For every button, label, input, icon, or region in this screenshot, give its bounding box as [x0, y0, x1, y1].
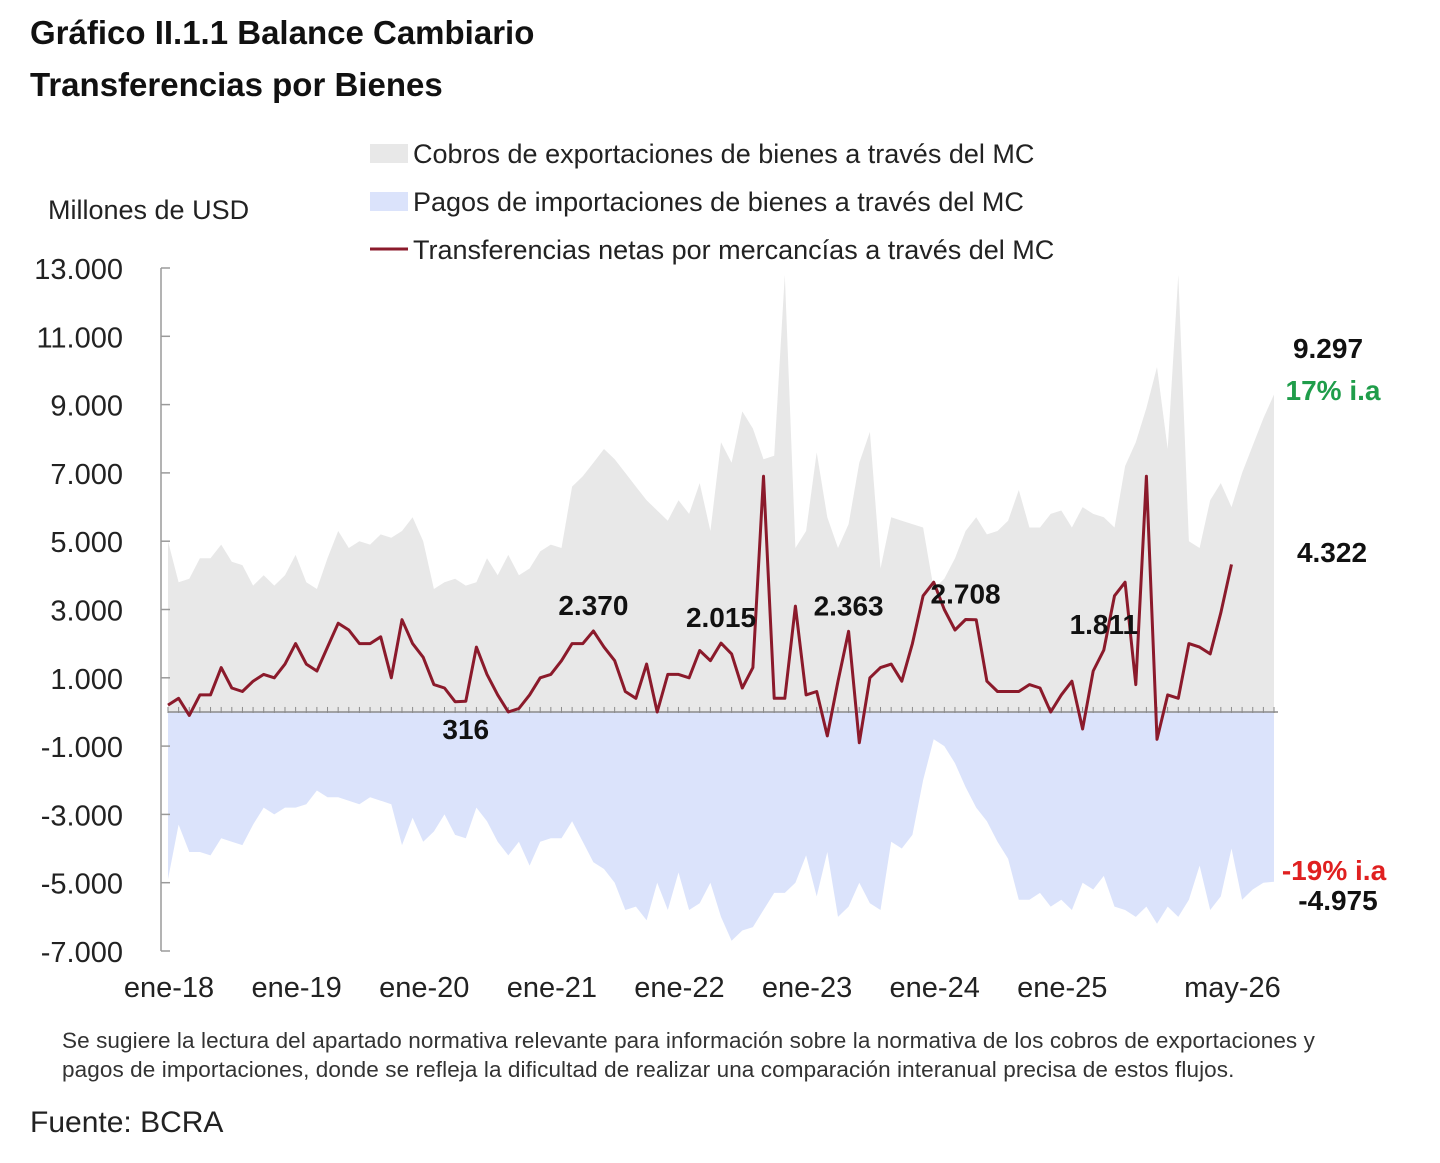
chart-lines	[167, 474, 1233, 745]
data-label: 2.370	[558, 590, 628, 621]
x-tick-label: ene-20	[379, 972, 469, 1004]
end-label: 9.297	[1293, 333, 1363, 364]
x-tick-label: ene-23	[762, 972, 852, 1004]
legend-label: Cobros de exportaciones de bienes a trav…	[413, 139, 1034, 169]
x-tick-label: ene-25	[1017, 972, 1107, 1004]
chart-canvas: 13.000 11.000 9.000 7.000 5.000 3.000 1.000 -1.…	[34, 139, 1386, 1004]
y-tick-label: -3.000	[41, 800, 123, 832]
y-tick-label: 7.000	[50, 459, 123, 491]
x-tick-label: ene-18	[124, 972, 214, 1004]
chart-subtitle: Transferencias por Bienes	[30, 66, 443, 103]
x-tick-label: ene-21	[507, 972, 597, 1004]
legend-label: Transferencias netas por mercancías a tr…	[413, 235, 1054, 265]
data-label: 316	[442, 714, 489, 745]
data-label: 2.015	[686, 602, 756, 633]
y-tick-label: 13.000	[34, 254, 123, 286]
chart-axes: 13.000 11.000 9.000 7.000 5.000 3.000 1.000 -1.…	[34, 195, 1281, 1004]
y-tick-label: 11.000	[36, 322, 123, 354]
legend-label: Pagos de importaciones de bienes a travé…	[413, 187, 1024, 217]
end-label: 17% i.a	[1286, 375, 1381, 406]
data-label: 2.708	[931, 578, 1001, 609]
source-text: Fuente: BCRA	[30, 1106, 224, 1139]
net-transfers-line	[167, 474, 1233, 745]
y-tick-label: -7.000	[41, 937, 123, 969]
y-tick-label: -1.000	[41, 732, 123, 764]
x-tick-label: ene-19	[251, 972, 341, 1004]
data-label: 1.811	[1070, 609, 1139, 640]
y-tick-label: 3.000	[50, 596, 123, 628]
area-series-exports	[168, 274, 1274, 712]
y-tick-label: -5.000	[41, 869, 123, 901]
data-label: 2.363	[814, 590, 884, 621]
end-label: 4.322	[1297, 537, 1367, 568]
y-axis-label: Millones de USD	[48, 195, 249, 225]
y-tick-label: 5.000	[50, 527, 123, 559]
end-label: -19% i.a	[1282, 855, 1387, 886]
x-tick-label: ene-22	[634, 972, 724, 1004]
chart-areas	[168, 274, 1274, 941]
end-label: -4.975	[1298, 885, 1377, 916]
y-tick-label: 9.000	[50, 391, 123, 423]
area-series-imports	[168, 711, 1274, 941]
legend-swatch	[370, 144, 408, 163]
x-tick-label: may-26	[1184, 972, 1281, 1004]
x-tick-label: ene-24	[890, 972, 980, 1004]
chart-title: Gráfico II.1.1 Balance Cambiario	[30, 14, 535, 51]
legend-swatch	[370, 192, 408, 211]
y-tick-label: 1.000	[50, 664, 123, 696]
chart-labels: 316 2.370 2.015 2.363 2.708 1.811 9.297 17% i.a…	[442, 333, 1386, 916]
footnote: Se sugiere la lectura del apartado norma…	[62, 1028, 1315, 1082]
chart-legend: Cobros de exportaciones de bienes a trav…	[370, 139, 1054, 265]
